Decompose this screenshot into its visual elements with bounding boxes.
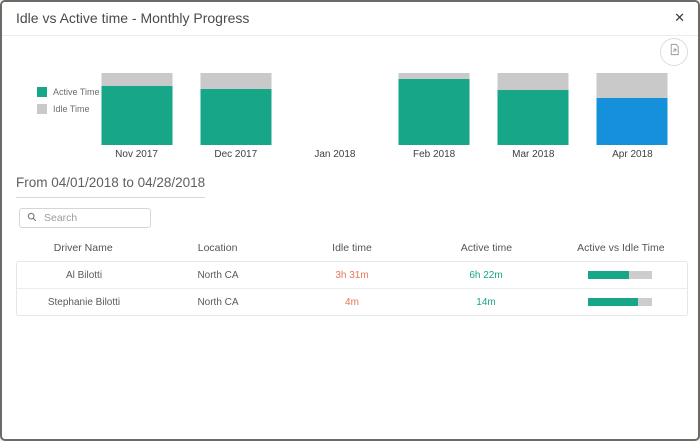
idle-time-swatch: [37, 104, 47, 114]
stacked-bar-chart: [87, 73, 682, 145]
close-icon[interactable]: ✕: [674, 10, 685, 25]
axis-label: Dec 2017: [214, 149, 258, 160]
axis-label: Jan 2018: [314, 149, 356, 160]
driver-name-cell: Al Bilotti: [65, 269, 103, 281]
axis-label: Apr 2018: [612, 149, 653, 160]
active-vs-idle-progress-bar: [588, 271, 652, 279]
active-time-cell: 14m: [476, 296, 496, 308]
active-vs-idle-cell: [553, 271, 687, 279]
drivers-table: Al Bilotti North CA 3h 31m 6h 22m Stepha…: [16, 261, 688, 316]
legend-item-active: Active Time: [37, 87, 100, 97]
idle-segment: [101, 73, 173, 86]
legend-label: Active Time: [53, 87, 100, 97]
column-header-location: Location: [197, 242, 238, 254]
driver-name-cell: Stephanie Bilotti: [47, 296, 121, 308]
active-segment: [497, 89, 569, 145]
active-time-cell: 6h 22m: [469, 269, 503, 281]
legend-item-idle: Idle Time: [37, 104, 100, 114]
idle-time-cell: 3h 31m: [335, 269, 369, 281]
axis-label: Feb 2018: [412, 149, 456, 160]
export-icon: [668, 43, 681, 61]
location-cell: North CA: [197, 296, 239, 308]
chart-legend: Active Time Idle Time: [37, 87, 100, 121]
legend-label: Idle Time: [53, 104, 90, 114]
table-header-row: Driver Name Location Idle time Active ti…: [16, 242, 688, 254]
export-button[interactable]: [660, 38, 688, 66]
search-input[interactable]: [42, 211, 143, 225]
search-icon: [27, 209, 37, 227]
progress-fill: [588, 271, 629, 279]
idle-segment: [398, 73, 470, 79]
month-axis-labels: Nov 2017 Dec 2017 Jan 2018 Feb 2018 Mar …: [87, 149, 682, 160]
idle-segment: [596, 73, 668, 99]
active-segment: [398, 78, 470, 145]
column-header-active-time: Active time: [460, 242, 513, 254]
progress-fill: [588, 298, 638, 306]
active-segment: [200, 88, 272, 145]
idle-segment: [497, 73, 569, 90]
column-header-idle-time: Idle time: [332, 242, 372, 254]
bar-column-jan-2018[interactable]: [285, 73, 384, 145]
bar-column-dec-2017[interactable]: [186, 73, 285, 145]
column-header-driver-name: Driver Name: [53, 242, 113, 254]
active-segment: [596, 98, 668, 145]
bar-column-nov-2017[interactable]: [87, 73, 186, 145]
date-range-label: From 04/01/2018 to 04/28/2018: [16, 175, 206, 198]
active-segment: [101, 85, 173, 145]
date-range-section: From 04/01/2018 to 04/28/2018: [16, 174, 206, 198]
axis-label: Nov 2017: [115, 149, 158, 160]
bar-column-apr-2018[interactable]: [583, 73, 682, 145]
idle-time-cell: 4m: [345, 296, 359, 308]
modal-header: Idle vs Active time - Monthly Progress ✕: [2, 2, 698, 36]
page-title: Idle vs Active time - Monthly Progress: [16, 10, 250, 26]
active-time-swatch: [37, 87, 47, 97]
active-vs-idle-cell: [553, 298, 687, 306]
bar-column-mar-2018[interactable]: [484, 73, 583, 145]
column-header-active-vs-idle: Active vs Idle Time: [577, 242, 665, 254]
location-cell: North CA: [197, 269, 239, 281]
idle-segment: [200, 73, 272, 89]
active-vs-idle-progress-bar: [588, 298, 652, 306]
axis-label: Mar 2018: [512, 149, 555, 160]
bar-column-feb-2018[interactable]: [385, 73, 484, 145]
table-row[interactable]: Stephanie Bilotti North CA 4m 14m: [17, 288, 687, 315]
table-row[interactable]: Al Bilotti North CA 3h 31m 6h 22m: [17, 262, 687, 288]
search-box[interactable]: [19, 208, 151, 228]
